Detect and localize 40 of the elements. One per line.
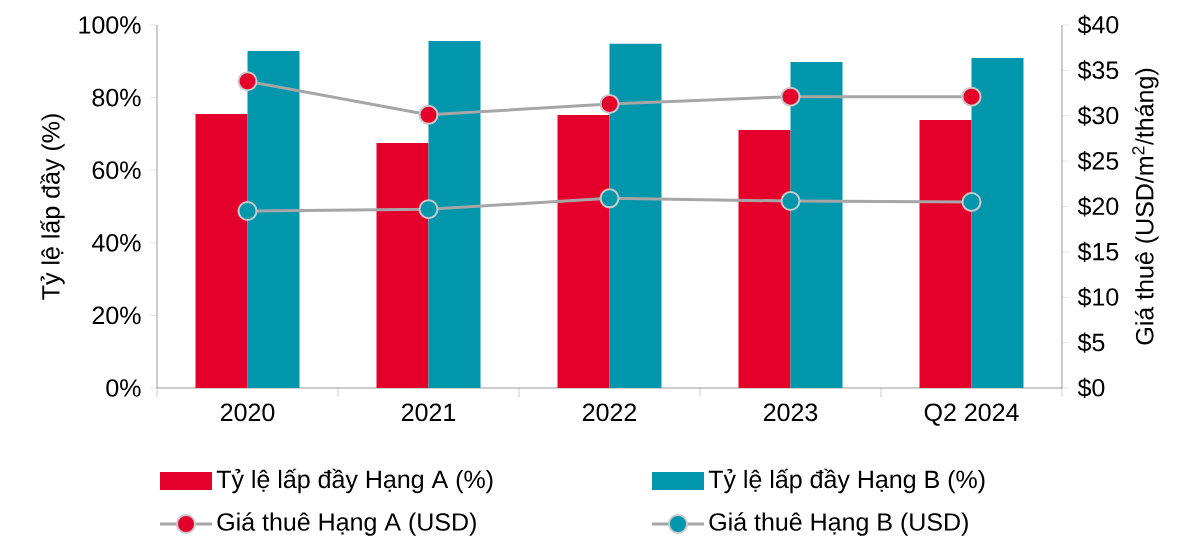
- y2-tick-label: $30: [1077, 105, 1119, 126]
- y-axis-title: Tỷ lệ lấp đầy (%): [40, 114, 65, 300]
- y2-tick-label: $10: [1077, 287, 1119, 308]
- point: [237, 71, 258, 92]
- y2-tick-label: $0: [1077, 377, 1105, 399]
- y2-axis-title: Giá thuê (USD/m$^{2}$/tháng): [1132, 68, 1159, 345]
- y-tick-label: 100%: [79, 16, 141, 34]
- point: [418, 104, 439, 125]
- y2-tick-label: $15: [1077, 241, 1119, 262]
- y-tick-label: 40%: [92, 233, 141, 252]
- x-tick-label: 2023: [763, 403, 818, 422]
- bar: [919, 120, 972, 388]
- legend-label: Giá thuê Hạng A (USD): [217, 512, 476, 536]
- y2-tick-label: $25: [1077, 151, 1119, 172]
- y-tick-label: 60%: [92, 161, 141, 180]
- point: [237, 201, 258, 222]
- x-tick-label: 2022: [582, 403, 637, 422]
- point: [418, 199, 439, 220]
- y2-tick-label: $5: [1077, 332, 1105, 353]
- point: [961, 191, 982, 212]
- x-tick-label: 2021: [401, 403, 456, 422]
- legend-label: Giá thuê Hạng B (USD): [709, 512, 968, 536]
- bar: [376, 142, 429, 388]
- x-tick-label: Q2 2024: [924, 403, 1019, 426]
- point: [780, 191, 801, 212]
- point: [961, 86, 982, 107]
- legend-label: Tỷ lệ lấp đầy Hạng A (%): [216, 468, 493, 494]
- y-tick-label: 20%: [92, 306, 141, 325]
- y2-tick-label: $40: [1077, 14, 1119, 36]
- y-tick-label: 80%: [92, 88, 141, 107]
- legend-label: Tỷ lệ lấp đầy Hạng B (%): [708, 468, 985, 494]
- y2-tick-label: $35: [1077, 60, 1119, 81]
- bar: [195, 113, 248, 388]
- point: [599, 93, 620, 114]
- y-tick-label: 0%: [106, 379, 141, 397]
- bar: [738, 129, 791, 388]
- y2-tick-label: $20: [1077, 196, 1119, 217]
- point: [599, 188, 620, 209]
- x-tick-label: 2020: [220, 403, 275, 422]
- point: [780, 86, 801, 107]
